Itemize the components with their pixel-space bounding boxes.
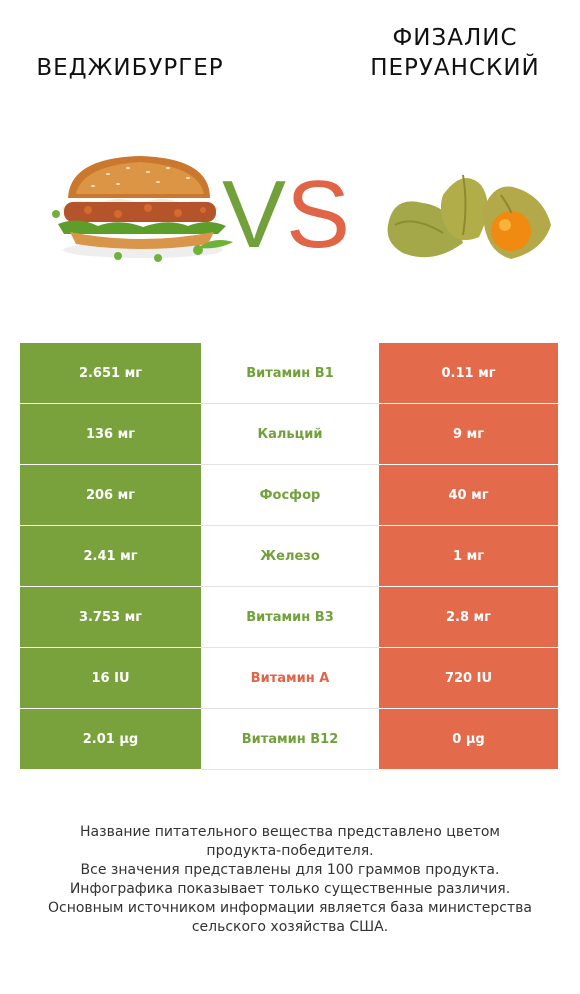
nutrient-label: Витамин B12 xyxy=(201,708,379,770)
right-product-title: ФИЗАЛИС ПЕРУАНСКИЙ xyxy=(345,23,565,83)
nutrient-label: Витамин B1 xyxy=(201,343,379,404)
footer-line: Инфографика показывает только существенн… xyxy=(69,881,511,897)
nutrient-label: Железо xyxy=(201,525,379,587)
nutrient-label: Витамин A xyxy=(201,647,379,709)
left-value: 3.753 мг xyxy=(20,586,201,648)
table-row: 206 мг Фосфор 40 мг xyxy=(20,464,558,526)
footer-line: Основным источником информации является … xyxy=(48,900,532,916)
table-row: 136 мг Кальций 9 мг xyxy=(20,403,558,465)
right-value: 40 мг xyxy=(379,464,558,526)
vs-label: VS xyxy=(222,165,350,265)
nutrient-label: Кальций xyxy=(201,403,379,465)
left-value: 2.651 мг xyxy=(20,343,201,404)
right-value: 0 µg xyxy=(379,708,558,770)
vs-s: S xyxy=(286,161,351,268)
left-product-title: ВЕДЖИБУРГЕР xyxy=(36,55,224,81)
footer-line: Название питательного вещества представл… xyxy=(80,824,500,840)
right-value: 1 мг xyxy=(379,525,558,587)
right-value: 9 мг xyxy=(379,403,558,465)
table-row: 16 IU Витамин A 720 IU xyxy=(20,647,558,709)
physalis-image xyxy=(387,174,551,259)
comparison-table: 2.651 мг Витамин B1 0.11 мг 136 мг Кальций 9 … xyxy=(20,343,558,770)
right-title-line-2: ПЕРУАНСКИЙ xyxy=(370,55,540,81)
table-row: 2.01 µg Витамин B12 0 µg xyxy=(20,708,558,770)
left-value: 2.41 мг xyxy=(20,525,201,587)
left-value: 206 мг xyxy=(20,464,201,526)
footer-line: Все значения представлены для 100 граммо… xyxy=(80,862,500,878)
table-row: 3.753 мг Витамин B3 2.8 мг xyxy=(20,586,558,648)
right-value: 720 IU xyxy=(379,647,558,709)
footer-line: сельского хозяйства США. xyxy=(191,919,389,935)
right-value: 0.11 мг xyxy=(379,343,558,404)
nutrient-label: Фосфор xyxy=(201,464,379,526)
footer-line: продукта-победителя. xyxy=(206,843,374,859)
nutrient-label: Витамин B3 xyxy=(201,586,379,648)
veggie-burger-image xyxy=(52,156,233,262)
left-value: 16 IU xyxy=(20,647,201,709)
right-value: 2.8 мг xyxy=(379,586,558,648)
footer-note: Название питательного вещества представл… xyxy=(20,823,560,937)
vs-v: V xyxy=(222,161,287,268)
right-title-line-1: ФИЗАЛИС xyxy=(392,25,518,51)
left-value: 2.01 µg xyxy=(20,708,201,770)
table-row: 2.41 мг Железо 1 мг xyxy=(20,525,558,587)
left-value: 136 мг xyxy=(20,403,201,465)
table-row: 2.651 мг Витамин B1 0.11 мг xyxy=(20,343,558,404)
